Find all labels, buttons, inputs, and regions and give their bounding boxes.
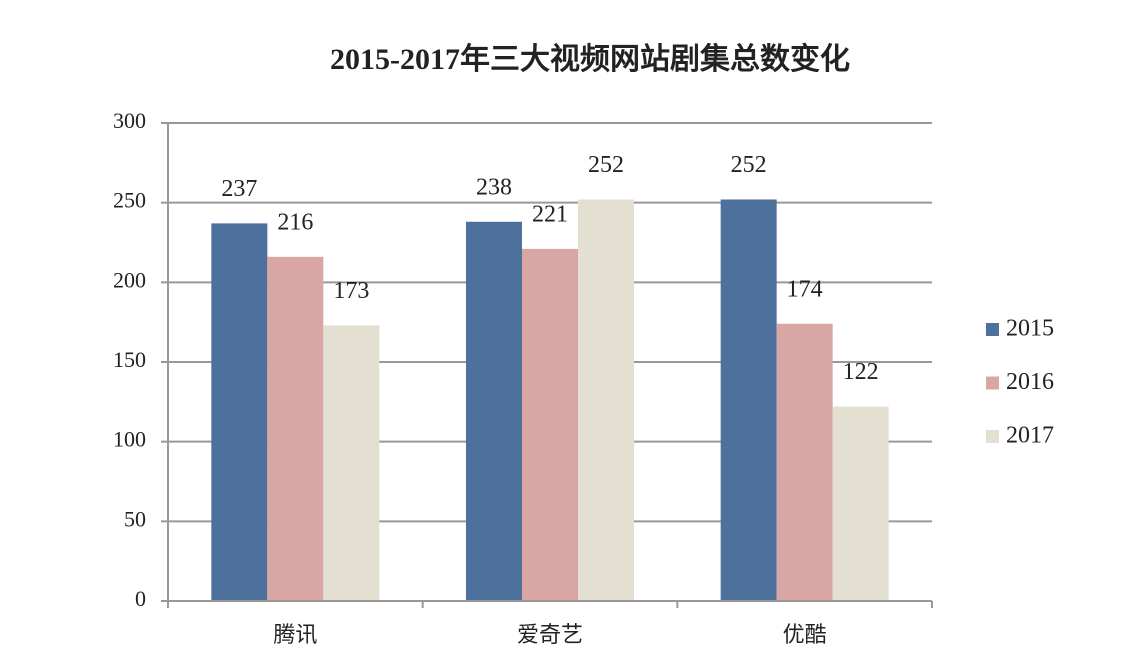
bar	[466, 221, 522, 601]
bar	[267, 256, 324, 601]
value-label: 122	[843, 359, 879, 385]
bar	[720, 199, 777, 602]
bar	[578, 199, 634, 602]
legend-label: 2017	[1006, 423, 1054, 449]
bar	[522, 248, 578, 601]
value-label: 216	[277, 209, 313, 235]
x-tick-label: 腾讯	[273, 622, 317, 647]
chart-title: 2015-2017年三大视频网站剧集总数变化	[330, 42, 850, 76]
x-tick-label: 优酷	[783, 622, 827, 647]
legend-swatch	[986, 430, 999, 443]
y-tick-label: 300	[113, 108, 146, 133]
y-tick-label: 150	[113, 347, 146, 372]
value-label: 174	[787, 276, 823, 302]
y-tick-label: 100	[113, 427, 146, 452]
legend-label: 2016	[1006, 369, 1054, 395]
legend-swatch	[986, 323, 999, 336]
y-tick-label: 0	[135, 586, 146, 611]
y-tick-label: 200	[113, 267, 146, 292]
value-label: 237	[221, 176, 257, 202]
legend-swatch	[986, 376, 999, 390]
y-tick-label: 250	[113, 188, 146, 213]
bar	[776, 323, 833, 601]
bar	[323, 325, 380, 601]
bar	[832, 406, 889, 601]
value-label: 252	[588, 152, 624, 178]
value-label: 221	[532, 201, 568, 227]
value-label: 173	[333, 278, 369, 304]
legend-label: 2015	[1006, 316, 1054, 342]
value-label: 238	[476, 174, 512, 200]
y-tick-label: 50	[124, 506, 146, 531]
value-label: 252	[731, 152, 767, 178]
bar	[211, 223, 268, 601]
x-tick-label: 爱奇艺	[517, 622, 583, 647]
